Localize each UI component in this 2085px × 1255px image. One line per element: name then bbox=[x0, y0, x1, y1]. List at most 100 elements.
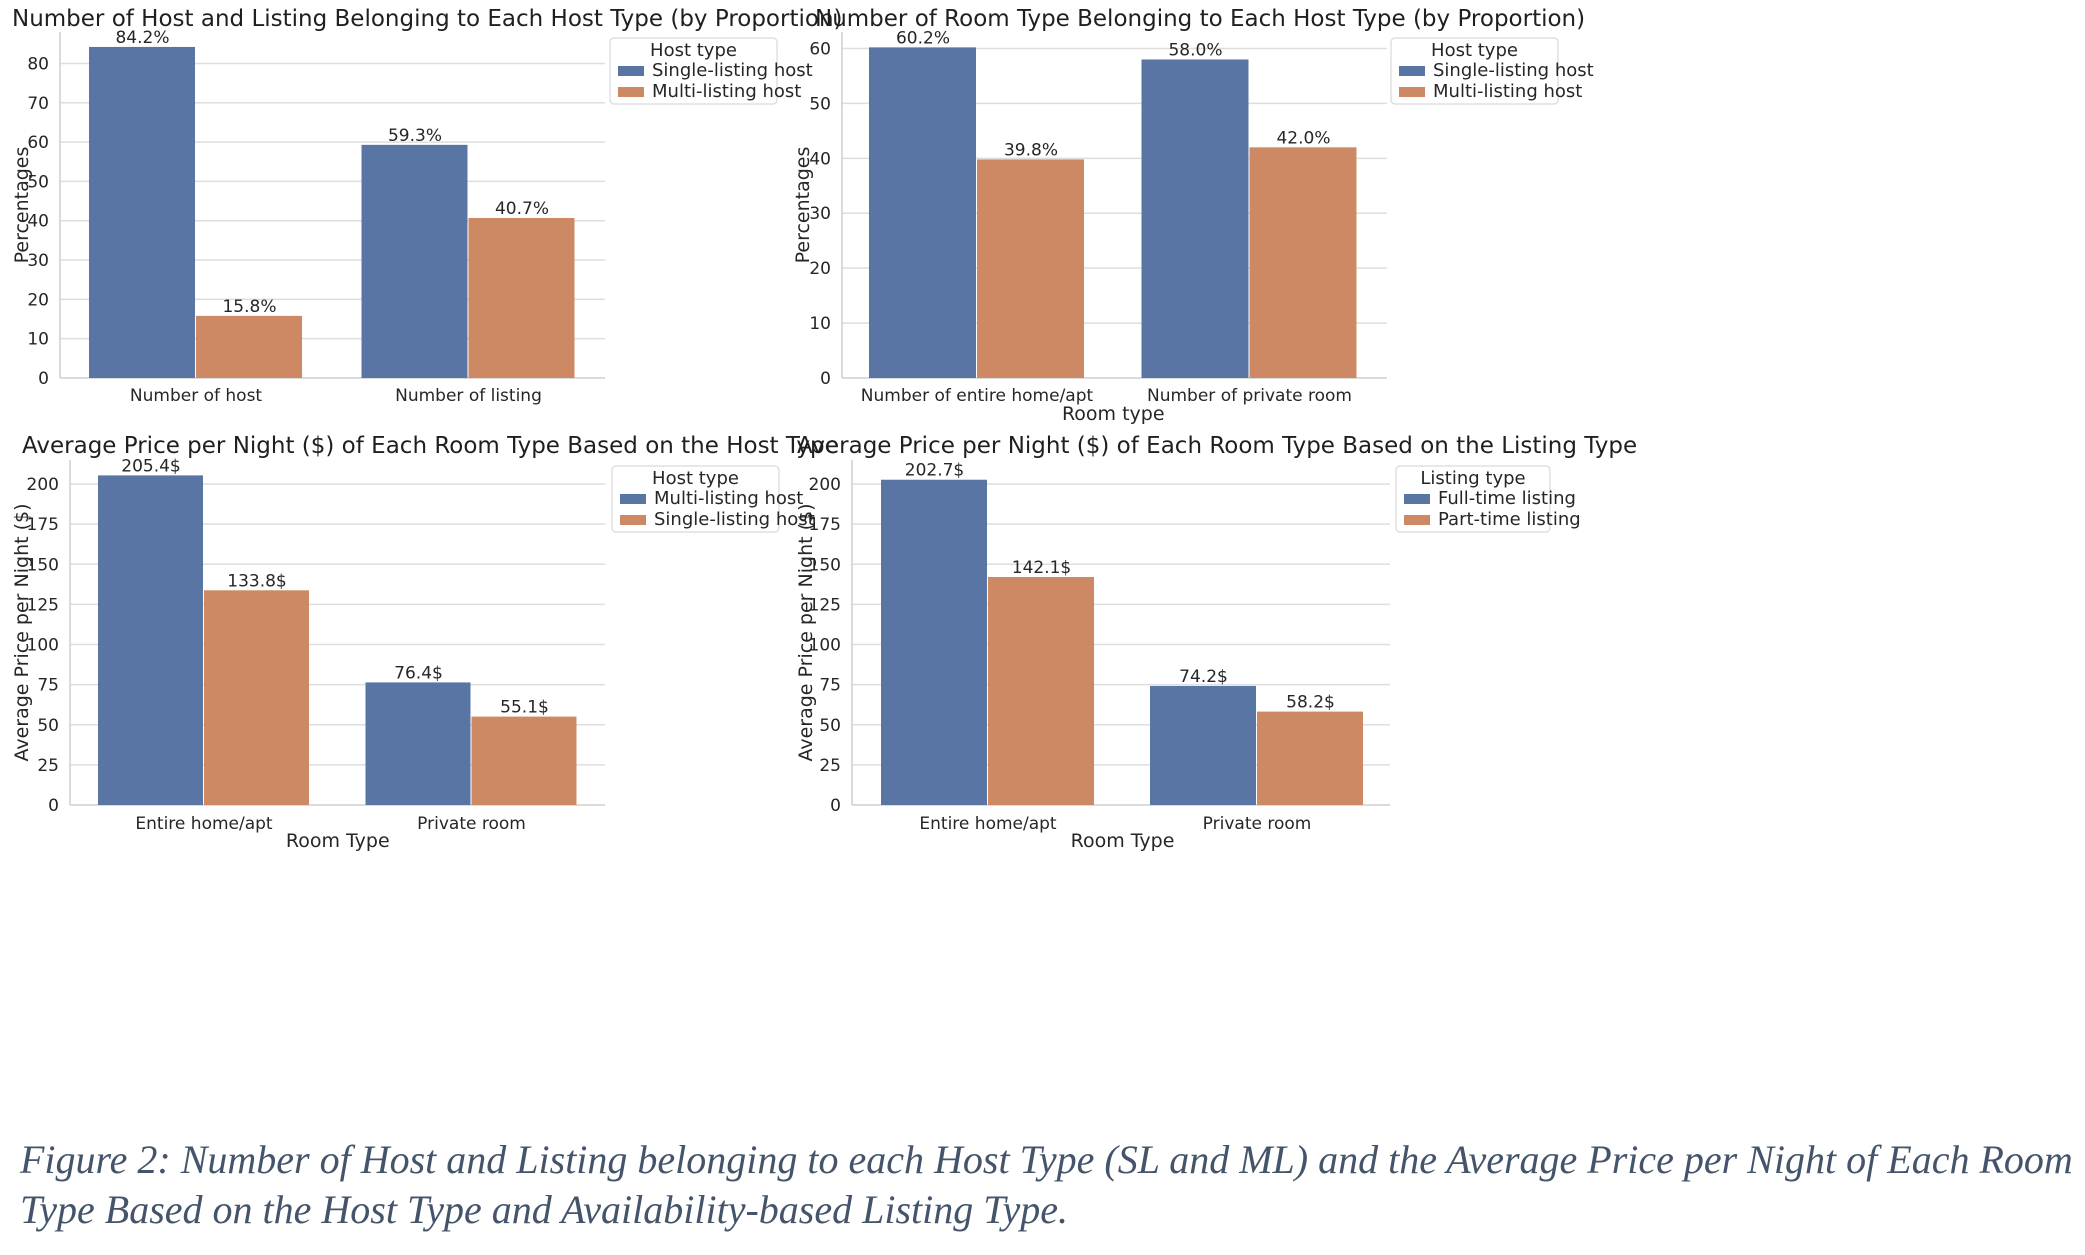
x-axis-label: Room Type bbox=[286, 830, 390, 852]
x-tick-label: Private room bbox=[417, 814, 526, 834]
y-tick-label: 0 bbox=[820, 369, 831, 389]
y-tick-label: 60 bbox=[27, 133, 49, 153]
y-tick-label: 25 bbox=[37, 756, 59, 776]
x-tick-label: Number of host bbox=[130, 386, 263, 406]
y-tick-label: 40 bbox=[809, 149, 831, 169]
y-tick-label: 30 bbox=[27, 251, 49, 271]
bar bbox=[204, 590, 309, 805]
legend-title: Host type bbox=[652, 468, 739, 489]
chart-panel-4: Average Price per Night ($) of Each Room… bbox=[795, 433, 1637, 852]
y-axis-label: Percentages bbox=[11, 147, 33, 264]
y-tick-label: 150 bbox=[27, 555, 59, 575]
bar bbox=[1249, 147, 1357, 378]
bar bbox=[1141, 59, 1249, 378]
bar bbox=[881, 479, 987, 805]
y-tick-label: 20 bbox=[809, 259, 831, 279]
bar bbox=[471, 716, 577, 805]
legend-swatch bbox=[1404, 515, 1430, 525]
legend-frame bbox=[611, 465, 780, 533]
data-label: 205.4$ bbox=[121, 456, 180, 476]
legend-entry: Multi-listing host bbox=[652, 81, 801, 102]
data-label: 15.8% bbox=[222, 297, 276, 317]
y-tick-label: 100 bbox=[809, 636, 841, 656]
legend-swatch bbox=[620, 494, 646, 504]
legend-swatch bbox=[618, 66, 644, 76]
y-tick-label: 125 bbox=[27, 595, 59, 615]
data-label: 133.8$ bbox=[227, 571, 286, 591]
y-tick-label: 80 bbox=[27, 54, 49, 74]
legend-entry: Multi-listing host bbox=[654, 488, 803, 509]
y-tick-label: 0 bbox=[38, 369, 49, 389]
bar bbox=[196, 315, 302, 378]
legend-entry: Part-time listing bbox=[1438, 509, 1581, 530]
y-tick-label: 10 bbox=[809, 314, 831, 334]
y-tick-label: 30 bbox=[809, 204, 831, 224]
bar bbox=[988, 576, 1094, 805]
y-tick-label: 50 bbox=[809, 94, 831, 114]
legend-title: Host type bbox=[1431, 40, 1518, 61]
legend-frame bbox=[1390, 37, 1559, 105]
bar bbox=[365, 682, 471, 805]
y-tick-label: 175 bbox=[809, 515, 841, 535]
figure-caption: Figure 2: Number of Host and Listing bel… bbox=[20, 1137, 2073, 1232]
legend-entry: Single-listing host bbox=[1433, 60, 1594, 81]
y-tick-label: 125 bbox=[809, 595, 841, 615]
legend-entry: Full-time listing bbox=[1438, 488, 1576, 509]
legend-swatch bbox=[620, 515, 646, 525]
x-axis-label: Room Type bbox=[1071, 830, 1175, 852]
chart-panel-1: Number of Host and Listing Belonging to … bbox=[11, 6, 843, 406]
y-tick-label: 75 bbox=[37, 676, 59, 696]
y-tick-label: 25 bbox=[819, 756, 841, 776]
data-label: 84.2% bbox=[115, 28, 169, 48]
x-tick-label: Entire home/apt bbox=[135, 814, 273, 834]
data-label: 60.2% bbox=[896, 28, 950, 48]
y-tick-label: 175 bbox=[27, 515, 59, 535]
data-label: 74.2$ bbox=[1179, 667, 1228, 687]
bar bbox=[1257, 711, 1363, 805]
y-tick-label: 100 bbox=[27, 636, 59, 656]
legend-entry: Single-listing host bbox=[652, 60, 813, 81]
bar bbox=[468, 217, 575, 378]
data-label: 42.0% bbox=[1276, 128, 1330, 148]
legend-entry: Multi-listing host bbox=[1433, 81, 1582, 102]
y-tick-label: 50 bbox=[27, 172, 49, 192]
y-tick-label: 0 bbox=[830, 796, 841, 816]
bar bbox=[977, 159, 1084, 378]
data-label: 202.7$ bbox=[905, 461, 964, 481]
bar bbox=[1150, 685, 1256, 805]
bar bbox=[869, 47, 976, 378]
y-tick-label: 200 bbox=[809, 475, 841, 495]
chart-title: Number of Host and Listing Belonging to … bbox=[12, 6, 843, 32]
legend-swatch bbox=[1404, 494, 1430, 504]
x-tick-label: Number of private room bbox=[1147, 386, 1352, 406]
legend-swatch bbox=[1399, 66, 1425, 76]
x-tick-label: Private room bbox=[1203, 814, 1312, 834]
y-tick-label: 50 bbox=[37, 716, 59, 736]
data-label: 40.7% bbox=[495, 199, 549, 219]
chart-title: Number of Room Type Belonging to Each Ho… bbox=[815, 6, 1585, 32]
y-axis-label: Average Price per Night ($) bbox=[795, 503, 817, 761]
x-tick-label: Number of listing bbox=[395, 386, 542, 406]
data-label: 76.4$ bbox=[394, 663, 443, 683]
y-tick-label: 0 bbox=[48, 796, 59, 816]
y-tick-label: 50 bbox=[819, 716, 841, 736]
legend-entry: Single-listing host bbox=[654, 509, 815, 530]
y-axis-label: Average Price per Night ($) bbox=[11, 503, 33, 761]
data-label: 142.1$ bbox=[1012, 558, 1071, 578]
y-tick-label: 40 bbox=[27, 212, 49, 232]
y-tick-label: 200 bbox=[27, 475, 59, 495]
data-label: 58.2$ bbox=[1286, 693, 1335, 713]
x-tick-label: Entire home/apt bbox=[919, 814, 1057, 834]
legend-swatch bbox=[1399, 87, 1425, 97]
x-tick-label: Number of entire home/apt bbox=[861, 386, 1094, 406]
legend-frame bbox=[1395, 465, 1551, 533]
x-axis-label: Room type bbox=[1062, 403, 1165, 425]
bar bbox=[361, 144, 468, 378]
chart-title: Average Price per Night ($) of Each Room… bbox=[797, 433, 1637, 459]
legend-title: Host type bbox=[650, 40, 737, 61]
legend-title: Listing type bbox=[1420, 468, 1525, 489]
